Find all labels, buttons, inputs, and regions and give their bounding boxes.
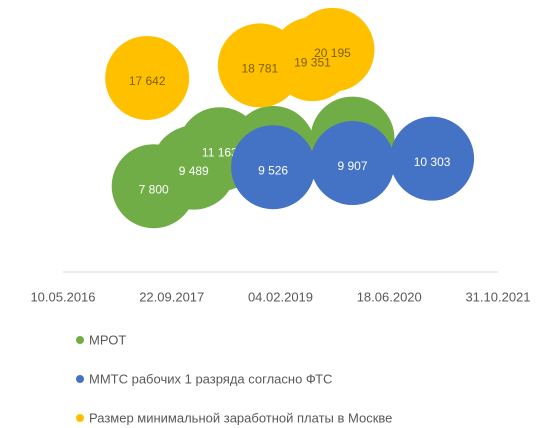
legend-marker [76,414,84,422]
data-label: 18 781 [241,62,278,76]
x-tick-label: 10.05.2016 [30,289,95,304]
legend-label: Размер минимальной заработной платы в Мо… [89,410,392,425]
legend-marker [76,375,84,383]
legend-label: МРОТ [89,332,126,347]
bubble [105,35,190,120]
bubble [290,7,375,92]
data-label: 17 642 [129,74,166,88]
data-label: 7 800 [139,182,169,196]
legend-label: ММТС рабочих 1 разряда согласно ФТС [89,371,332,386]
data-label: 9 526 [258,163,288,177]
x-tick-label: 18.06.2020 [357,289,422,304]
data-label: 11 163 [202,145,238,159]
data-label: 9 907 [337,159,367,173]
bubble [390,116,475,201]
x-tick-label: 22.09.2017 [139,289,204,304]
x-tick-label: 31.10.2021 [465,289,530,304]
data-label: 20 195 [314,46,351,60]
data-label: 10 303 [414,155,451,169]
data-label: 19 351 [294,55,331,69]
bubble [231,125,316,210]
data-label: 9 489 [179,164,209,178]
bubble [310,121,395,206]
x-tick-label: 04.02.2019 [248,289,313,304]
legend-marker [76,336,84,344]
